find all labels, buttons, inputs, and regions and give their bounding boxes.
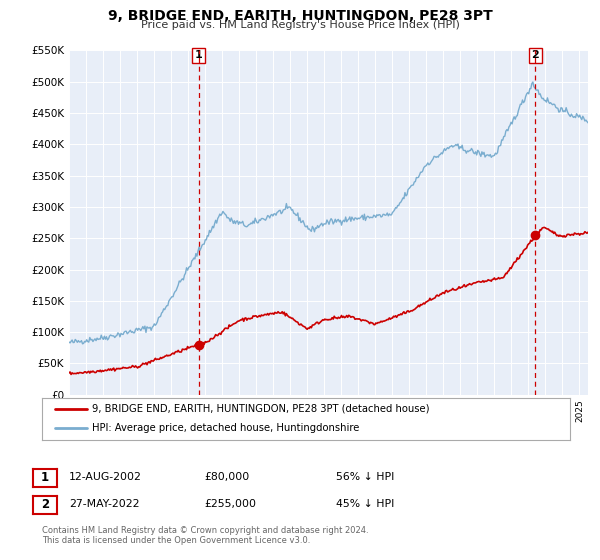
- Text: Contains HM Land Registry data © Crown copyright and database right 2024.: Contains HM Land Registry data © Crown c…: [42, 526, 368, 535]
- Text: HPI: Average price, detached house, Huntingdonshire: HPI: Average price, detached house, Hunt…: [92, 423, 359, 433]
- Text: 9, BRIDGE END, EARITH, HUNTINGDON, PE28 3PT (detached house): 9, BRIDGE END, EARITH, HUNTINGDON, PE28 …: [92, 404, 430, 414]
- Text: 12-AUG-2002: 12-AUG-2002: [69, 472, 142, 482]
- Text: Price paid vs. HM Land Registry's House Price Index (HPI): Price paid vs. HM Land Registry's House …: [140, 20, 460, 30]
- Text: £80,000: £80,000: [204, 472, 249, 482]
- Text: 9, BRIDGE END, EARITH, HUNTINGDON, PE28 3PT: 9, BRIDGE END, EARITH, HUNTINGDON, PE28 …: [107, 9, 493, 23]
- Text: 2: 2: [41, 498, 49, 511]
- Text: 56% ↓ HPI: 56% ↓ HPI: [336, 472, 394, 482]
- Text: 2: 2: [532, 50, 539, 60]
- Text: This data is licensed under the Open Government Licence v3.0.: This data is licensed under the Open Gov…: [42, 536, 310, 545]
- Text: 27-MAY-2022: 27-MAY-2022: [69, 499, 139, 509]
- Text: £255,000: £255,000: [204, 499, 256, 509]
- Text: 1: 1: [41, 471, 49, 484]
- Text: 45% ↓ HPI: 45% ↓ HPI: [336, 499, 394, 509]
- Text: 1: 1: [195, 50, 203, 60]
